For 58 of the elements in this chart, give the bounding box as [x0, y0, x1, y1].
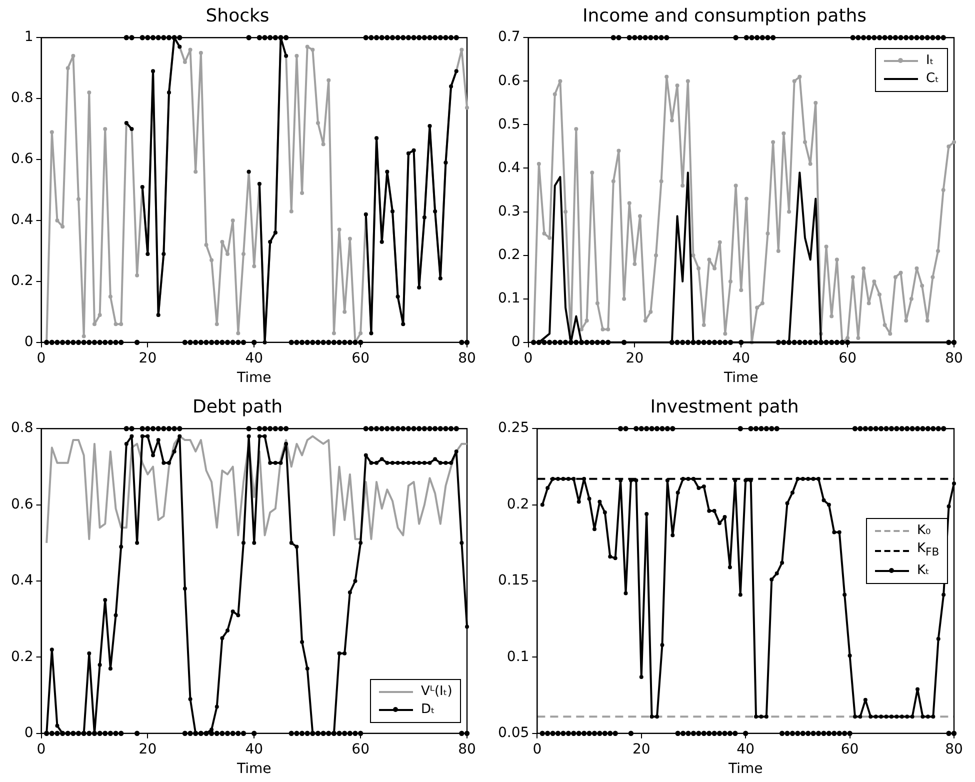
- x-tick-label: 60: [840, 741, 859, 758]
- y-tick-label: 0.4: [498, 160, 520, 176]
- chart-title: Shocks: [206, 5, 270, 26]
- legend-label: Kₜ: [917, 562, 930, 580]
- y-tick-label: 0.3: [498, 203, 520, 220]
- y-tick-label: 0.05: [498, 725, 530, 742]
- x-tick-label: 0: [36, 741, 46, 758]
- y-tick-label: 0.8: [11, 90, 34, 106]
- x-axis-title: Time: [723, 370, 758, 386]
- x-tick-label: 80: [945, 741, 963, 758]
- legend-label: Iₜ: [926, 52, 934, 70]
- x-tick-label: 40: [736, 741, 754, 758]
- legend-label: Vᴸ(Iₜ): [421, 683, 452, 702]
- x-tick-label: 80: [458, 350, 476, 366]
- y-tick-label: 0.6: [11, 496, 34, 512]
- legend-label: Cₜ: [926, 70, 939, 88]
- x-tick-label: 60: [352, 741, 370, 758]
- y-tick-label: 0: [24, 725, 34, 742]
- y-tick-label: 1: [24, 29, 34, 46]
- y-tick-label: 0.6: [498, 72, 520, 89]
- x-tick-label: 80: [458, 741, 476, 758]
- x-axis-title: Time: [236, 761, 272, 778]
- x-tick-label: 0: [532, 741, 542, 758]
- y-tick-label: 0.4: [11, 212, 34, 228]
- y-tick-label: 0.6: [11, 151, 34, 168]
- y-tick-label: 0.5: [498, 116, 520, 132]
- y-tick-label: 0.25: [498, 420, 530, 436]
- x-axis-title: Time: [236, 370, 272, 386]
- chart-title: Investment path: [650, 396, 799, 418]
- x-tick-label: 60: [838, 350, 856, 366]
- x-tick-label: 20: [632, 741, 650, 758]
- x-tick-label: 20: [138, 741, 157, 758]
- x-tick-label: 20: [138, 350, 157, 366]
- y-tick-label: 0: [24, 334, 34, 350]
- x-tick-label: 60: [352, 350, 370, 366]
- legend-label: K$_{FB}$: [917, 540, 940, 561]
- y-tick-label: 0.15: [498, 572, 530, 589]
- x-tick-label: 80: [945, 350, 963, 366]
- y-tick-label: 0.2: [506, 496, 530, 512]
- y-tick-label: 0.2: [498, 246, 520, 263]
- y-tick-label: 0: [511, 334, 520, 350]
- y-tick-label: 0.8: [11, 420, 34, 436]
- x-tick-label: 40: [245, 350, 264, 366]
- chart-title: Income and consumption paths: [582, 5, 867, 26]
- y-tick-label: 0.1: [506, 648, 530, 665]
- y-tick-label: 0.4: [11, 572, 34, 589]
- x-axis-title: Time: [727, 761, 763, 778]
- legend-label: K₀: [917, 522, 931, 540]
- legend-label: Dₜ: [421, 701, 435, 720]
- x-tick-label: 20: [626, 350, 644, 366]
- x-tick-label: 40: [245, 741, 264, 758]
- y-tick-label: 0.2: [11, 273, 34, 290]
- x-tick-label: 40: [732, 350, 750, 366]
- chart-title: Debt path: [192, 396, 283, 418]
- y-tick-label: 0.7: [498, 29, 520, 46]
- x-tick-label: 0: [36, 350, 46, 366]
- y-tick-label: 0.1: [498, 290, 520, 306]
- y-tick-label: 0.2: [11, 648, 34, 665]
